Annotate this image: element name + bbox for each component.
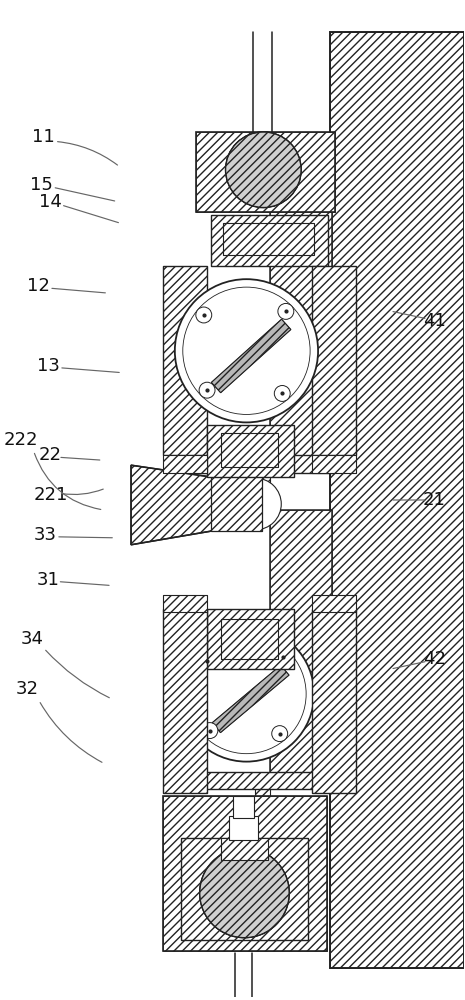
Bar bbox=[220, 433, 278, 467]
Bar bbox=[163, 455, 206, 473]
Text: 32: 32 bbox=[16, 680, 39, 698]
Bar bbox=[220, 838, 268, 860]
Bar bbox=[229, 816, 259, 840]
Bar bbox=[186, 772, 333, 789]
Bar bbox=[211, 473, 262, 531]
Bar bbox=[163, 595, 206, 612]
Bar bbox=[181, 838, 308, 940]
Bar bbox=[232, 796, 254, 818]
Circle shape bbox=[175, 279, 318, 422]
Bar bbox=[330, 32, 465, 968]
Bar bbox=[255, 779, 270, 838]
Text: 12: 12 bbox=[27, 277, 50, 295]
Circle shape bbox=[274, 386, 290, 401]
Bar bbox=[255, 779, 270, 838]
Circle shape bbox=[199, 382, 215, 398]
Circle shape bbox=[199, 653, 215, 669]
Bar bbox=[270, 157, 332, 460]
Bar bbox=[206, 425, 294, 477]
Bar bbox=[196, 132, 335, 212]
Bar bbox=[255, 450, 270, 515]
Bar bbox=[206, 425, 294, 477]
Bar bbox=[163, 796, 327, 951]
Circle shape bbox=[275, 649, 291, 665]
Bar bbox=[163, 609, 206, 793]
Text: 34: 34 bbox=[20, 630, 43, 648]
Bar bbox=[186, 772, 333, 789]
Bar bbox=[163, 455, 206, 473]
Circle shape bbox=[196, 307, 212, 323]
Bar bbox=[270, 510, 332, 779]
Polygon shape bbox=[131, 465, 219, 545]
Bar bbox=[211, 473, 262, 531]
Bar bbox=[223, 223, 314, 255]
Bar bbox=[220, 619, 278, 659]
Bar bbox=[196, 132, 335, 212]
Bar bbox=[312, 595, 356, 612]
Bar bbox=[312, 266, 356, 455]
Bar bbox=[312, 609, 356, 793]
Text: 22: 22 bbox=[39, 446, 62, 464]
Bar bbox=[312, 595, 356, 612]
Bar bbox=[220, 433, 278, 467]
Bar bbox=[186, 455, 333, 473]
Circle shape bbox=[272, 726, 288, 742]
Text: 21: 21 bbox=[423, 491, 445, 509]
Circle shape bbox=[278, 303, 294, 319]
Bar bbox=[220, 619, 278, 659]
Circle shape bbox=[202, 723, 218, 739]
Bar bbox=[312, 266, 356, 455]
Text: 15: 15 bbox=[30, 176, 53, 194]
Text: 13: 13 bbox=[37, 357, 60, 375]
Bar bbox=[312, 455, 356, 473]
Text: 222: 222 bbox=[4, 431, 39, 449]
Bar bbox=[206, 609, 294, 669]
Text: 14: 14 bbox=[39, 193, 62, 211]
Bar bbox=[330, 32, 465, 968]
Wedge shape bbox=[199, 848, 289, 938]
Bar bbox=[181, 838, 308, 940]
Bar bbox=[163, 266, 206, 455]
Text: 31: 31 bbox=[37, 571, 60, 589]
Bar bbox=[270, 157, 332, 460]
Bar bbox=[255, 450, 270, 515]
Bar bbox=[220, 838, 268, 860]
Bar bbox=[163, 796, 327, 951]
Bar bbox=[163, 595, 206, 612]
Bar bbox=[163, 609, 206, 793]
Circle shape bbox=[199, 848, 289, 938]
Polygon shape bbox=[211, 319, 291, 393]
Polygon shape bbox=[212, 665, 289, 733]
Bar bbox=[270, 510, 332, 779]
Bar bbox=[206, 609, 294, 669]
Text: 33: 33 bbox=[34, 526, 57, 544]
Bar bbox=[211, 215, 328, 266]
Bar bbox=[163, 266, 206, 455]
Circle shape bbox=[226, 132, 301, 208]
Bar bbox=[186, 455, 333, 473]
Text: 11: 11 bbox=[32, 128, 55, 146]
Bar bbox=[211, 215, 328, 266]
Text: 41: 41 bbox=[423, 312, 445, 330]
Bar bbox=[312, 609, 356, 793]
Text: 42: 42 bbox=[423, 650, 446, 668]
Bar bbox=[223, 223, 314, 255]
Wedge shape bbox=[226, 132, 301, 208]
Text: 221: 221 bbox=[33, 486, 67, 504]
Circle shape bbox=[179, 626, 314, 762]
Circle shape bbox=[230, 478, 281, 530]
Bar bbox=[312, 455, 356, 473]
